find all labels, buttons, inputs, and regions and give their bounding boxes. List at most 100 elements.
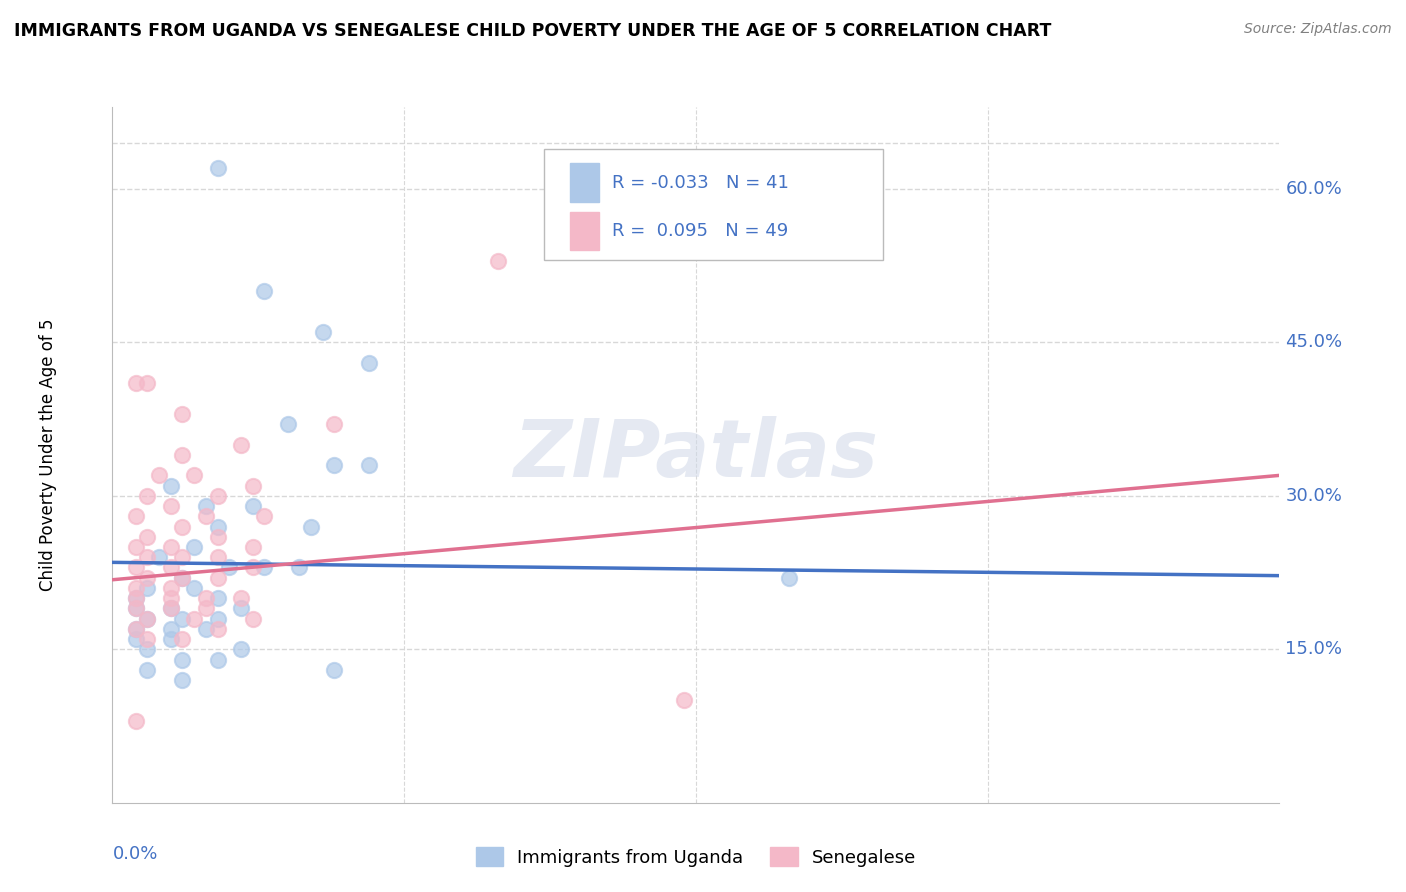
Point (229, 591, 252, 606)
Point (194, 499, 217, 513)
Point (172, 448, 194, 462)
Point (194, 622, 217, 636)
Text: R =  0.095   N = 49: R = 0.095 N = 49 (612, 222, 789, 240)
Point (778, 571, 800, 585)
Point (160, 499, 183, 513)
Point (172, 519, 194, 533)
Point (229, 601, 252, 615)
Point (125, 591, 148, 606)
Point (229, 438, 252, 452)
Point (136, 376, 159, 391)
Point (160, 632, 183, 646)
Point (136, 571, 159, 585)
Point (172, 612, 194, 626)
Point (323, 417, 346, 432)
Text: 30.0%: 30.0% (1285, 487, 1343, 505)
Point (125, 540, 148, 554)
Point (207, 530, 229, 544)
Point (242, 499, 264, 513)
Point (207, 519, 229, 533)
Bar (569, 163, 599, 202)
Point (207, 550, 229, 565)
Text: 60.0%: 60.0% (1285, 180, 1343, 198)
Point (148, 468, 170, 483)
Point (359, 458, 381, 472)
Point (253, 560, 276, 574)
Point (125, 560, 148, 574)
Point (242, 540, 264, 554)
Point (136, 489, 159, 503)
Point (136, 642, 159, 657)
Point (359, 356, 381, 370)
Point (136, 612, 159, 626)
Point (160, 601, 183, 615)
Text: 0.0%: 0.0% (112, 845, 157, 863)
Point (194, 601, 217, 615)
Point (125, 581, 148, 595)
Point (160, 478, 183, 492)
Point (183, 468, 205, 483)
Point (148, 550, 170, 565)
Point (207, 161, 229, 176)
Point (486, 253, 509, 268)
Point (207, 622, 229, 636)
Point (323, 458, 346, 472)
Point (242, 612, 264, 626)
Point (172, 632, 194, 646)
Point (218, 560, 240, 574)
Point (136, 530, 159, 544)
Point (207, 489, 229, 503)
Point (136, 632, 159, 646)
Point (207, 652, 229, 666)
Point (172, 652, 194, 666)
Point (160, 601, 183, 615)
Point (242, 560, 264, 574)
Point (172, 550, 194, 565)
Point (207, 612, 229, 626)
Point (125, 714, 148, 728)
Point (183, 612, 205, 626)
Point (125, 376, 148, 391)
Point (253, 509, 276, 524)
Point (136, 663, 159, 677)
Point (125, 601, 148, 615)
Point (125, 591, 148, 606)
Point (172, 407, 194, 421)
Point (183, 540, 205, 554)
Point (194, 591, 217, 606)
Point (207, 571, 229, 585)
Text: R = -0.033   N = 41: R = -0.033 N = 41 (612, 174, 789, 192)
Point (323, 663, 346, 677)
Point (183, 581, 205, 595)
Point (229, 642, 252, 657)
Bar (569, 212, 599, 251)
Point (125, 632, 148, 646)
Text: 15.0%: 15.0% (1285, 640, 1343, 658)
Point (253, 284, 276, 298)
Point (160, 622, 183, 636)
Point (160, 591, 183, 606)
Point (288, 560, 311, 574)
Text: Child Poverty Under the Age of 5: Child Poverty Under the Age of 5 (39, 318, 58, 591)
Point (172, 673, 194, 687)
Point (125, 622, 148, 636)
Point (160, 581, 183, 595)
Point (673, 693, 696, 707)
Point (125, 622, 148, 636)
Point (160, 540, 183, 554)
Point (172, 571, 194, 585)
Point (136, 581, 159, 595)
Point (125, 509, 148, 524)
Text: ZIPatlas: ZIPatlas (513, 416, 879, 494)
Text: Source: ZipAtlas.com: Source: ZipAtlas.com (1244, 22, 1392, 37)
Point (276, 417, 298, 432)
Point (311, 325, 333, 339)
Point (160, 560, 183, 574)
Point (194, 509, 217, 524)
FancyBboxPatch shape (544, 149, 883, 260)
Point (136, 612, 159, 626)
Text: 45.0%: 45.0% (1285, 334, 1343, 351)
Point (172, 571, 194, 585)
Point (136, 550, 159, 565)
Legend: Immigrants from Uganda, Senegalese: Immigrants from Uganda, Senegalese (468, 840, 924, 874)
